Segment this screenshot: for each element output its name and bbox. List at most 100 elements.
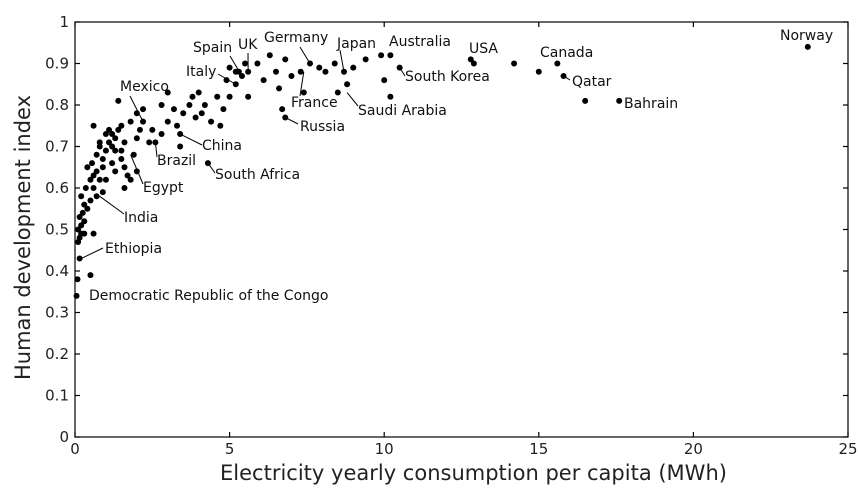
data-point: [133, 135, 140, 142]
annotation: Bahrain: [624, 96, 678, 112]
annotation: Qatar: [563, 74, 612, 90]
annotation: UK: [238, 37, 258, 72]
x-axis-label: Electricity yearly consumption per capit…: [220, 461, 727, 485]
data-point: [118, 155, 125, 162]
data-point: [192, 114, 199, 121]
annotation-label: South Africa: [215, 167, 300, 183]
data-point: [87, 176, 94, 183]
annotation: Saudi Arabia: [346, 92, 447, 119]
data-point: [81, 230, 88, 237]
annotation-label: UK: [238, 37, 258, 53]
data-point: [87, 197, 94, 204]
data-point: [198, 110, 205, 117]
data-point: [470, 60, 477, 67]
data-point: [102, 176, 109, 183]
annotation-label: Norway: [780, 28, 833, 44]
data-point: [76, 255, 83, 262]
data-point: [149, 126, 156, 133]
data-point: [164, 89, 171, 96]
data-point: [96, 139, 103, 146]
annotation-label: Egypt: [143, 180, 184, 196]
annotation-label: Spain: [193, 40, 232, 56]
data-point: [115, 126, 122, 133]
data-point: [170, 106, 177, 113]
annotation-label: China: [202, 138, 242, 154]
data-point: [81, 218, 88, 225]
x-tick-label: 5: [225, 440, 235, 458]
data-point: [378, 52, 385, 59]
data-point: [82, 185, 89, 191]
annotation-leader-line: [339, 49, 345, 72]
data-point: [84, 164, 91, 171]
annotation: USA: [469, 41, 498, 57]
data-point: [87, 272, 94, 279]
data-point: [93, 168, 100, 175]
annotation-label: Italy: [186, 64, 216, 80]
y-tick-label: 1: [59, 13, 69, 31]
annotation: Mexico: [120, 79, 169, 122]
data-point: [174, 122, 181, 129]
annotation-label: Canada: [540, 45, 593, 61]
annotation: Russia: [285, 117, 345, 135]
data-point: [76, 214, 83, 221]
y-tick-label: 0.8: [45, 96, 69, 114]
data-point: [226, 64, 233, 71]
data-point: [106, 126, 113, 133]
annotation: Norway: [780, 28, 833, 44]
data-point: [75, 226, 82, 233]
data-point: [272, 68, 279, 75]
data-point: [217, 122, 224, 129]
data-point: [109, 131, 116, 138]
annotation-label: Qatar: [572, 74, 612, 90]
data-point: [195, 89, 202, 96]
annotation-label: Australia: [389, 34, 451, 50]
annotation-label: USA: [469, 41, 498, 57]
data-point: [232, 68, 239, 75]
annotation: India: [99, 195, 158, 226]
annotation: South Africa: [207, 162, 300, 183]
annotation: China: [179, 133, 242, 154]
data-point: [322, 68, 329, 75]
data-point: [331, 60, 338, 67]
annotation-leader-line: [563, 75, 571, 81]
annotation-leader-line: [129, 95, 144, 122]
data-point: [99, 164, 106, 171]
data-point: [362, 56, 369, 63]
annotation: Ethiopia: [80, 241, 162, 260]
data-point: [121, 164, 128, 171]
data-point: [93, 151, 100, 158]
annotation-label: Bahrain: [624, 96, 678, 112]
y-tick-label: 0.1: [45, 387, 69, 405]
annotation-leader-line: [346, 92, 359, 107]
data-point: [276, 85, 283, 92]
data-point: [226, 93, 233, 100]
annotation-leader-line: [285, 117, 299, 125]
annotation-leader-line: [217, 73, 237, 85]
x-tick-label: 15: [529, 440, 548, 458]
data-point: [81, 201, 88, 208]
annotation-leader-line: [299, 46, 311, 64]
data-point: [350, 64, 357, 71]
annotation-label: Democratic Republic of the Congo: [89, 288, 328, 304]
y-tick-label: 0.9: [45, 55, 69, 73]
annotation-label: Ethiopia: [105, 241, 162, 257]
y-tick-label: 0.4: [45, 262, 69, 280]
data-point: [90, 230, 97, 237]
data-point: [254, 60, 261, 67]
data-point: [220, 106, 227, 113]
data-point: [300, 89, 307, 96]
annotation-leader-line: [229, 55, 243, 77]
data-point: [74, 276, 81, 283]
annotation-label: France: [291, 95, 338, 111]
y-tick-label: 0.5: [45, 221, 69, 239]
data-point: [260, 77, 267, 84]
y-axis-label: Human development index: [11, 95, 35, 380]
data-point: [467, 56, 474, 63]
y-tick-label: 0.3: [45, 304, 69, 322]
annotation-label: India: [124, 210, 158, 226]
data-point: [387, 93, 394, 100]
data-point: [140, 106, 147, 113]
data-point: [90, 185, 97, 191]
annotation: South Korea: [399, 67, 490, 85]
